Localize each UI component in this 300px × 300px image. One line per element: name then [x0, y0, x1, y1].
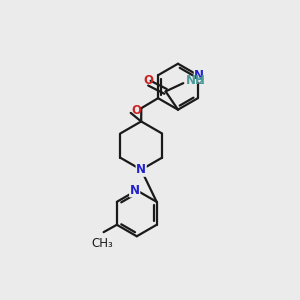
Text: N: N	[136, 163, 146, 176]
Text: NH: NH	[186, 74, 206, 87]
Text: O: O	[131, 104, 141, 117]
Text: N: N	[194, 69, 204, 82]
Text: 2: 2	[197, 77, 203, 86]
Text: O: O	[143, 74, 153, 87]
Text: CH₃: CH₃	[91, 237, 113, 250]
Text: N: N	[130, 184, 140, 197]
